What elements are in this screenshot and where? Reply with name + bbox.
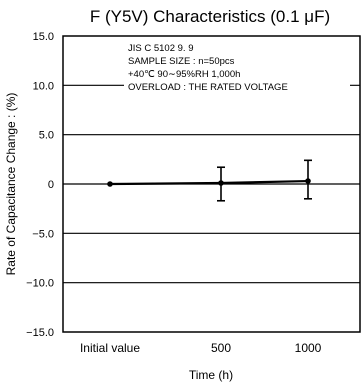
y-tick-label: −10.0	[26, 278, 54, 290]
x-tick-label: 500	[211, 341, 231, 355]
x-tick-label: 1000	[295, 341, 322, 355]
y-tick-label: 10.0	[33, 80, 54, 92]
data-point	[107, 181, 113, 187]
annotation-line: SAMPLE SIZE : n=50pcs	[128, 56, 235, 67]
y-tick-labels: 15.0 10.0 5.0 0 −5.0 −10.0 −15.0	[26, 31, 54, 339]
data-point	[218, 180, 224, 186]
data-point	[305, 178, 311, 184]
test-conditions-annotation: JIS C 5102 9. 9 SAMPLE SIZE : n=50pcs +40℃…	[128, 43, 288, 93]
y-tick-label: 15.0	[33, 31, 54, 43]
annotation-line: +40℃ 90∼95%RH 1,000h	[128, 69, 240, 80]
annotation-background	[124, 40, 350, 104]
y-axis-label: Rate of Capacitance Change : (%)	[4, 93, 18, 276]
x-tick-label: Initial value	[80, 341, 140, 355]
series-layer	[107, 159, 312, 202]
plot-frame	[62, 35, 361, 333]
y-tick-label: −15.0	[26, 327, 54, 339]
annotation-line: OVERLOAD : THE RATED VOLTAGE	[128, 82, 288, 93]
x-tick-labels: Initial value 500 1000	[80, 341, 322, 355]
y-tick-label: 0	[48, 179, 54, 191]
y-tick-label: 5.0	[39, 130, 54, 142]
chart-title: F (Y5V) Characteristics (0.1 μF)	[90, 7, 330, 26]
y-tick-label: −5.0	[32, 228, 54, 240]
annotation-line: JIS C 5102 9. 9	[128, 43, 193, 54]
x-axis-label: Time (h)	[189, 368, 233, 382]
